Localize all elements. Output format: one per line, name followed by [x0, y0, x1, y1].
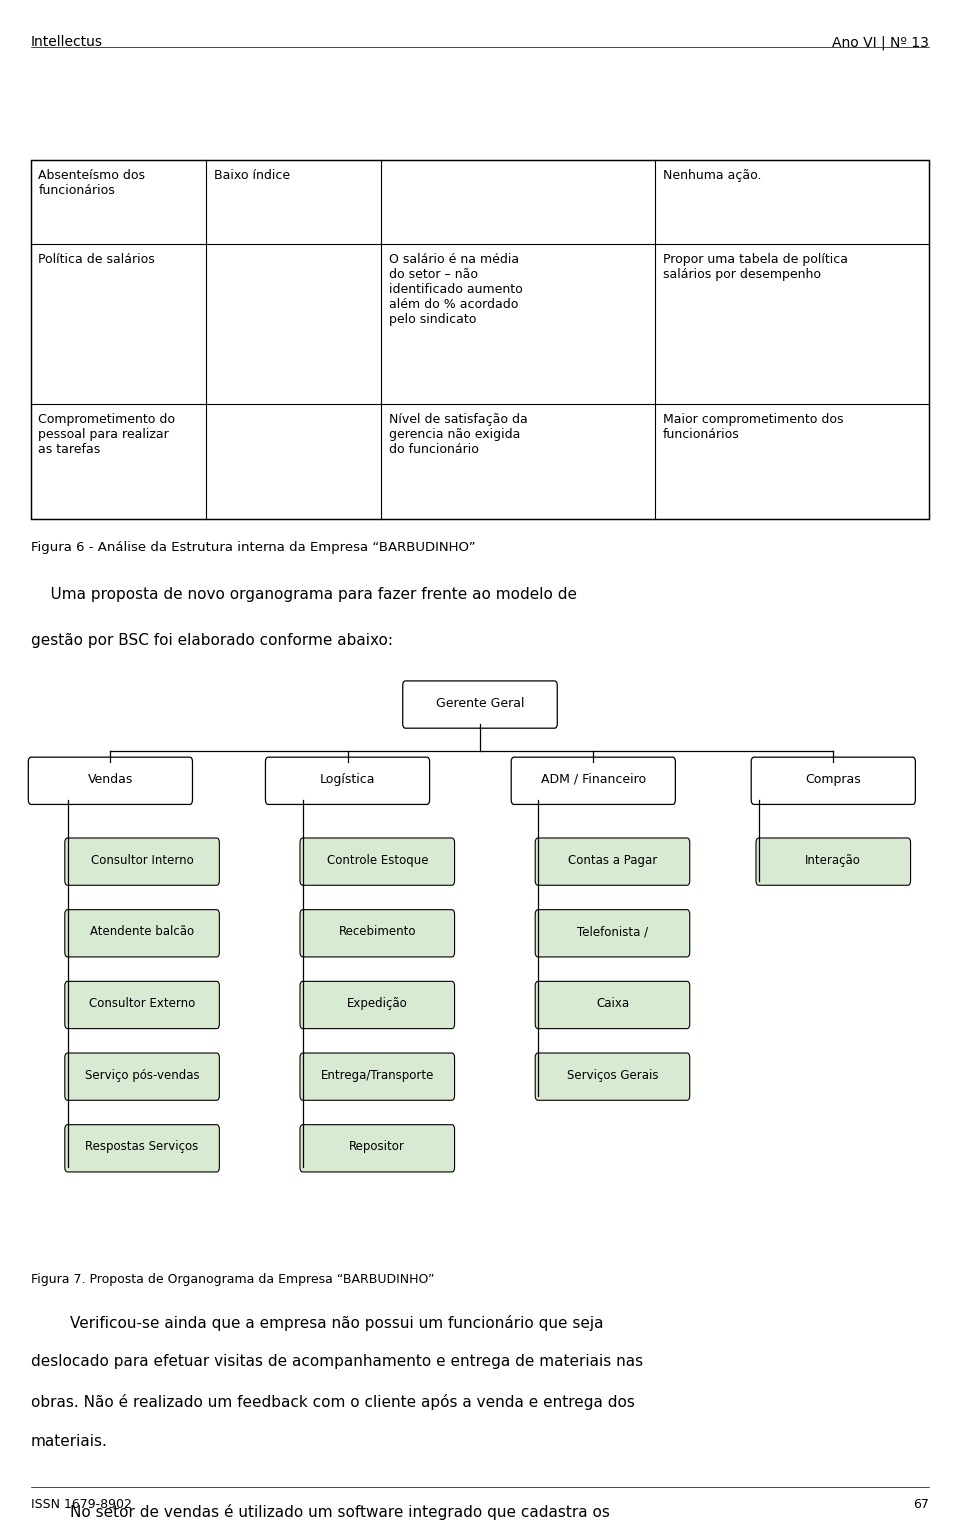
Text: Repositor: Repositor — [349, 1141, 405, 1153]
Text: Serviços Gerais: Serviços Gerais — [566, 1069, 659, 1081]
Text: deslocado para efetuar visitas de acompanhamento e entrega de materiais nas: deslocado para efetuar visitas de acompa… — [31, 1354, 643, 1369]
Text: obras. Não é realizado um feedback com o cliente após a venda e entrega dos: obras. Não é realizado um feedback com o… — [31, 1394, 635, 1409]
Text: Política de salários: Política de salários — [38, 253, 156, 267]
FancyBboxPatch shape — [64, 1125, 219, 1171]
Text: 67: 67 — [913, 1498, 929, 1511]
FancyBboxPatch shape — [64, 1052, 219, 1101]
Text: Interação: Interação — [805, 854, 861, 866]
Text: Intellectus: Intellectus — [31, 35, 103, 49]
Text: Controle Estoque: Controle Estoque — [326, 854, 428, 866]
Text: Figura 6 - Análise da Estrutura interna da Empresa “BARBUDINHO”: Figura 6 - Análise da Estrutura interna … — [31, 541, 475, 555]
Text: Propor uma tabela de política
salários por desempenho: Propor uma tabela de política salários p… — [663, 253, 848, 281]
Text: Nível de satisfação da
gerencia não exigida
do funcionário: Nível de satisfação da gerencia não exig… — [389, 413, 528, 456]
Text: Gerente Geral: Gerente Geral — [436, 697, 524, 709]
Text: gestão por BSC foi elaborado conforme abaixo:: gestão por BSC foi elaborado conforme ab… — [31, 633, 393, 648]
Text: Ano VI | Nº 13: Ano VI | Nº 13 — [832, 35, 929, 50]
Text: Expedição: Expedição — [347, 997, 408, 1010]
Text: Baixo índice: Baixo índice — [214, 169, 290, 183]
Text: Consultor Externo: Consultor Externo — [89, 997, 195, 1010]
Text: Comprometimento do
pessoal para realizar
as tarefas: Comprometimento do pessoal para realizar… — [38, 413, 176, 456]
FancyBboxPatch shape — [300, 982, 455, 1029]
FancyBboxPatch shape — [64, 909, 219, 958]
Text: Contas a Pagar: Contas a Pagar — [568, 854, 657, 866]
FancyBboxPatch shape — [536, 839, 689, 884]
FancyBboxPatch shape — [300, 1125, 455, 1171]
Text: Consultor Interno: Consultor Interno — [90, 854, 194, 866]
FancyBboxPatch shape — [64, 839, 219, 884]
Text: ADM / Financeiro: ADM / Financeiro — [540, 773, 646, 785]
Text: Serviço pós-vendas: Serviço pós-vendas — [84, 1069, 200, 1081]
FancyBboxPatch shape — [403, 680, 557, 727]
Text: Logística: Logística — [320, 773, 375, 785]
FancyBboxPatch shape — [751, 758, 916, 805]
Text: ISSN 1679-8902: ISSN 1679-8902 — [31, 1498, 132, 1511]
Text: Compras: Compras — [805, 773, 861, 785]
FancyBboxPatch shape — [536, 909, 689, 958]
Text: Vendas: Vendas — [87, 773, 133, 785]
FancyBboxPatch shape — [300, 839, 455, 884]
Bar — [31, 160, 929, 518]
FancyBboxPatch shape — [536, 982, 689, 1029]
FancyBboxPatch shape — [756, 839, 910, 884]
FancyBboxPatch shape — [300, 1052, 455, 1101]
Text: Figura 7. Proposta de Organograma da Empresa “BARBUDINHO”: Figura 7. Proposta de Organograma da Emp… — [31, 1273, 434, 1287]
Text: Maior comprometimento dos
funcionários: Maior comprometimento dos funcionários — [663, 413, 844, 441]
FancyBboxPatch shape — [64, 982, 219, 1029]
Text: Telefonista /: Telefonista / — [577, 926, 648, 938]
Text: Atendente balcão: Atendente balcão — [90, 926, 194, 938]
Bar — [405, 685, 555, 723]
FancyBboxPatch shape — [300, 909, 455, 958]
Text: materiais.: materiais. — [31, 1434, 108, 1449]
Text: Uma proposta de novo organograma para fazer frente ao modelo de: Uma proposta de novo organograma para fa… — [31, 587, 577, 602]
Text: Recebimento: Recebimento — [339, 926, 416, 938]
FancyBboxPatch shape — [29, 758, 192, 805]
FancyBboxPatch shape — [511, 758, 676, 805]
Text: O salário é na média
do setor – não
identificado aumento
além do % acordado
pelo: O salário é na média do setor – não iden… — [389, 253, 522, 326]
FancyBboxPatch shape — [536, 1052, 689, 1101]
Text: Caixa: Caixa — [596, 997, 629, 1010]
Text: No setor de vendas é utilizado um software integrado que cadastra os: No setor de vendas é utilizado um softwa… — [31, 1504, 610, 1519]
Text: Verificou-se ainda que a empresa não possui um funcionário que seja: Verificou-se ainda que a empresa não pos… — [31, 1315, 603, 1330]
Text: Nenhuma ação.: Nenhuma ação. — [663, 169, 761, 183]
Text: Respostas Serviços: Respostas Serviços — [85, 1141, 199, 1153]
Text: Entrega/Transporte: Entrega/Transporte — [321, 1069, 434, 1081]
FancyBboxPatch shape — [265, 758, 430, 805]
Text: Absenteísmo dos
funcionários: Absenteísmo dos funcionários — [38, 169, 145, 197]
